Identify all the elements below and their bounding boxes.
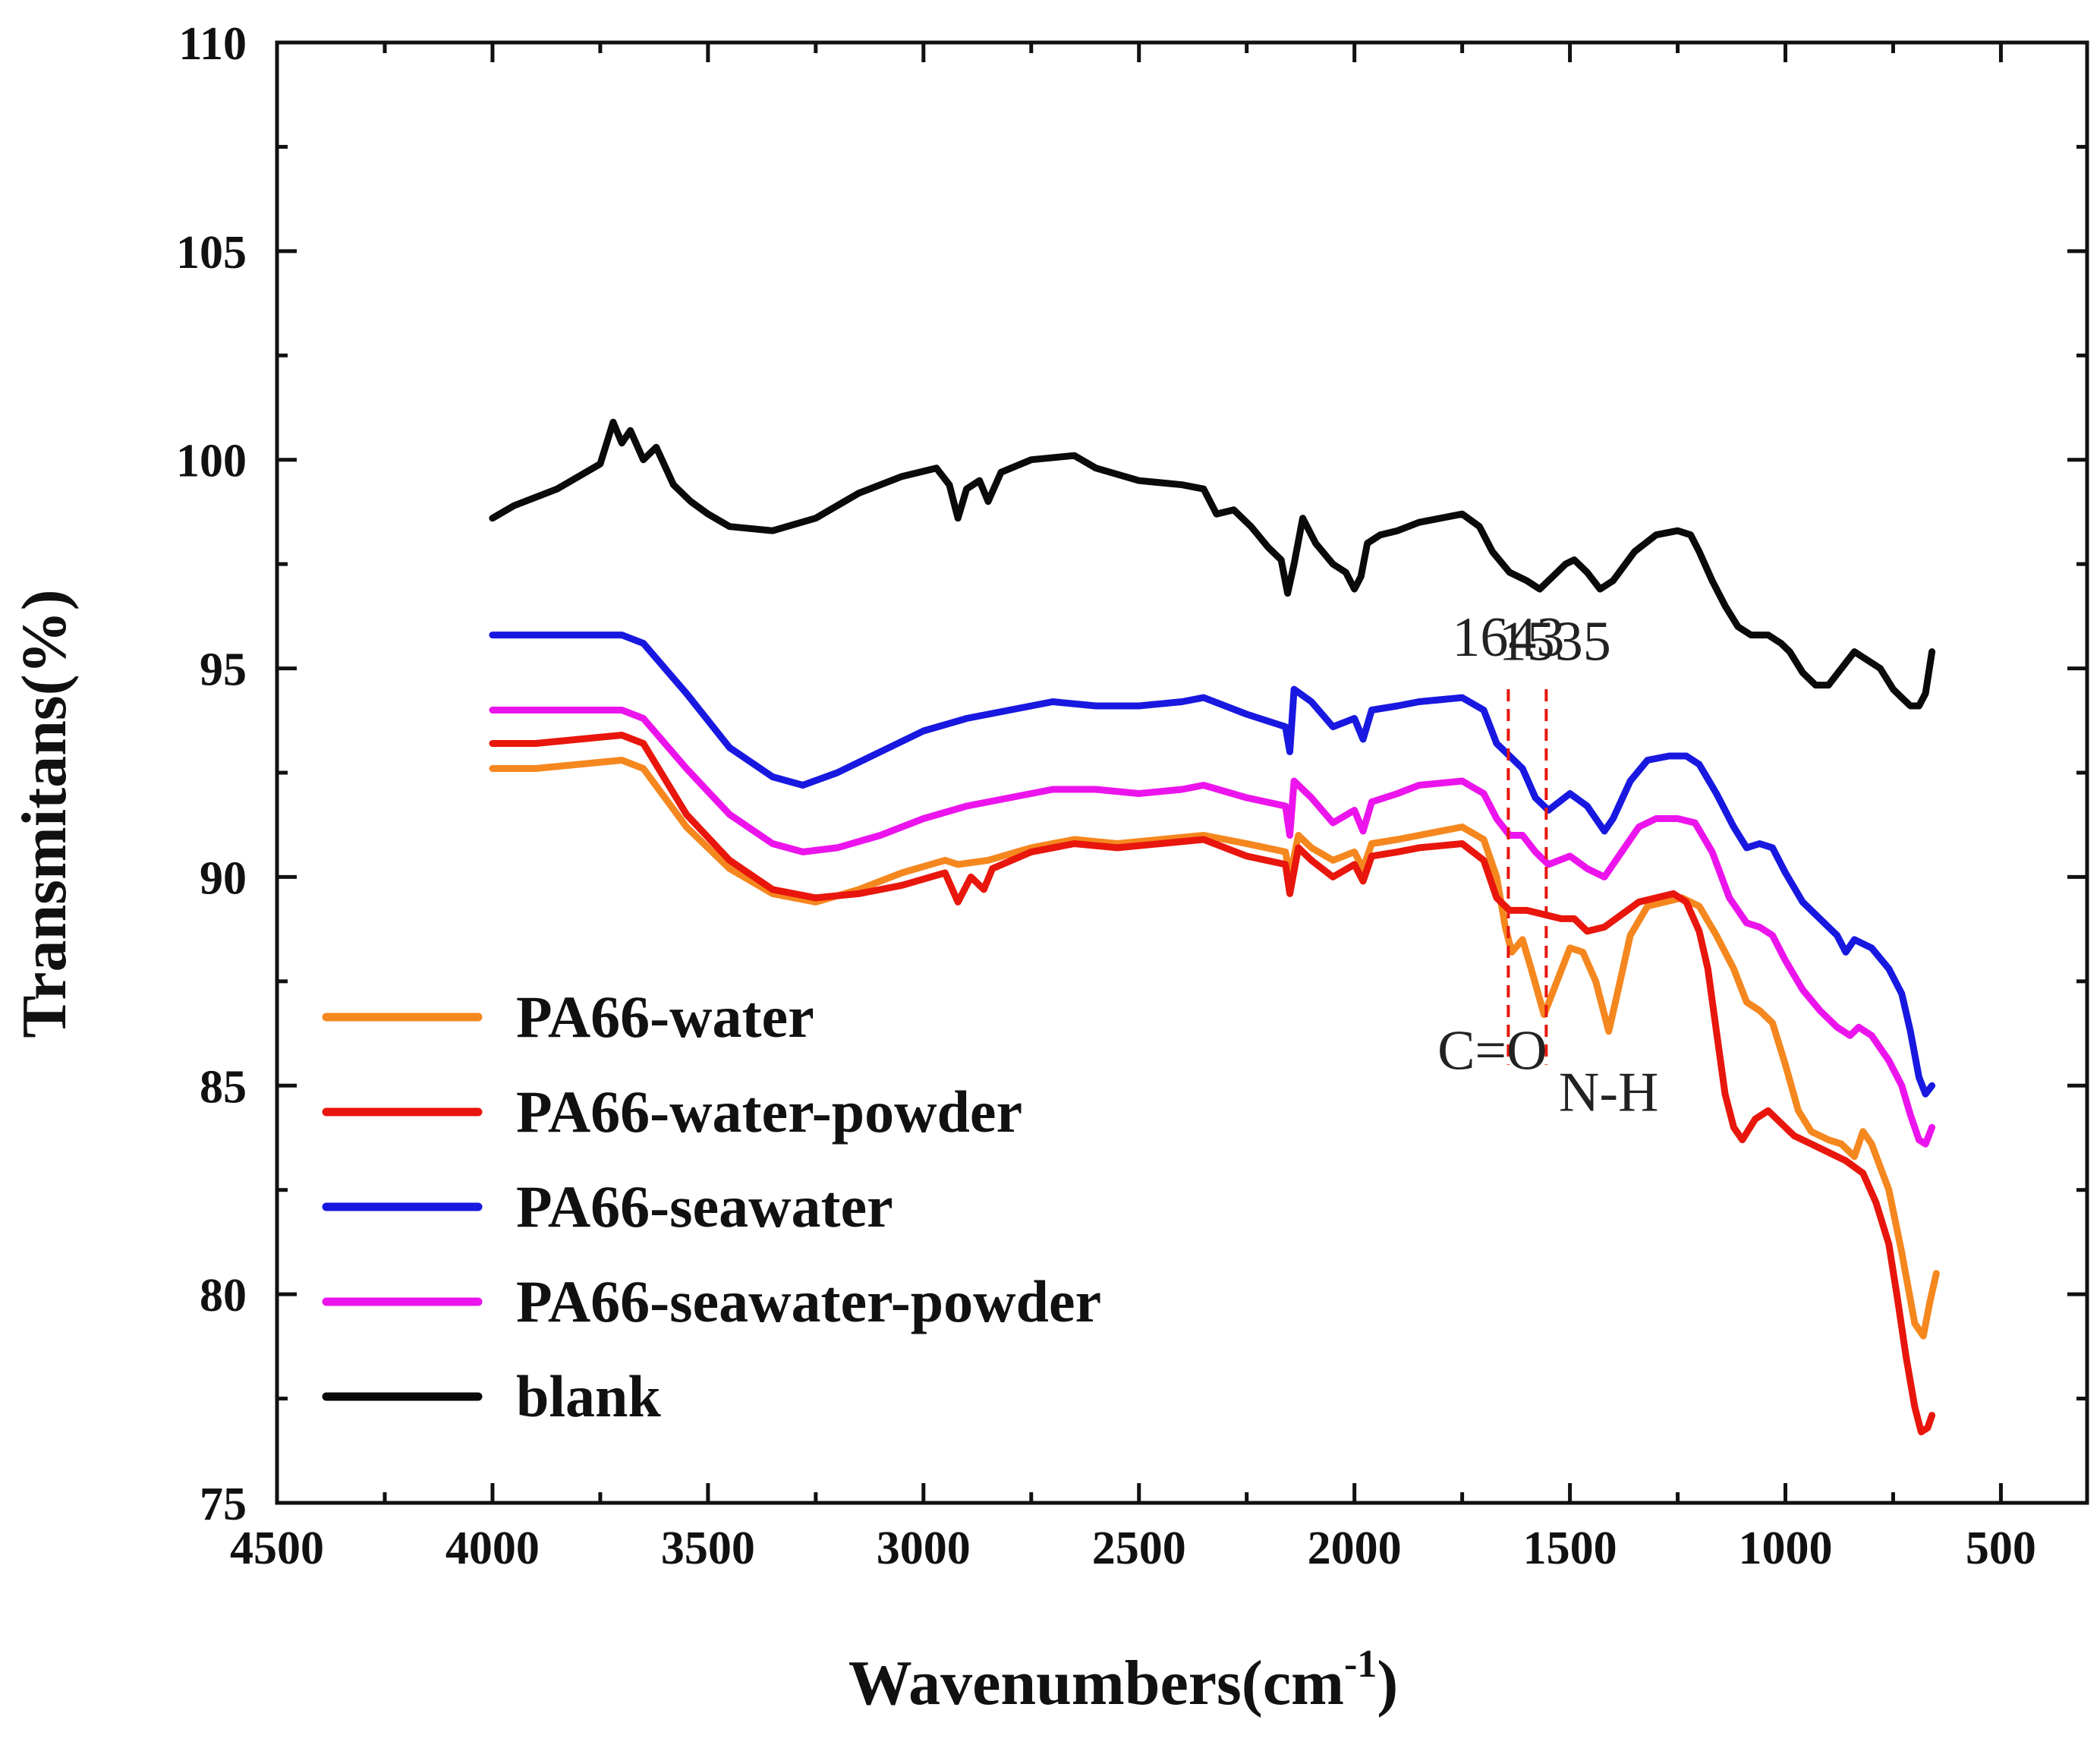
x-tick-label: 1500: [1523, 1523, 1617, 1574]
x-axis-title-tail: ): [1377, 1648, 1398, 1718]
series-line-pa66-seawater-powder: [489, 707, 1936, 1148]
x-tick-label: 3500: [661, 1523, 755, 1574]
x-axis-title-superscript: -1: [1344, 1643, 1377, 1686]
series-line-pa66-water: [489, 757, 1940, 1340]
annotation-c-o: C=O: [1437, 1019, 1547, 1082]
y-tick-label: 75: [200, 1479, 247, 1530]
legend: PA66-water PA66-water-powder PA66-seawater…: [322, 984, 1101, 1429]
legend-label-pa66-seawater-powder: PA66-seawater-powder: [516, 1268, 1101, 1334]
y-tick-label: 80: [200, 1270, 247, 1321]
x-tick-label: 3000: [877, 1523, 971, 1574]
y-tick-label: 90: [200, 852, 247, 904]
legend-label-pa66-water: PA66-water: [516, 984, 814, 1050]
dashed-markers: [1507, 689, 1548, 1065]
series-layer: [489, 418, 1940, 1435]
annotation-n-h: N-H: [1559, 1061, 1659, 1123]
legend-label-pa66-seawater: PA66-seawater: [516, 1173, 893, 1239]
legend-label-pa66-water-powder: PA66-water-powder: [516, 1079, 1022, 1145]
x-tick-label: 500: [1966, 1523, 2036, 1574]
series-line-blank: [489, 418, 1936, 710]
x-axis-title: Wavenumbers(cm-1): [849, 1643, 1399, 1718]
y-tick-label: 100: [176, 436, 247, 487]
series-line-pa66-water-powder: [489, 732, 1936, 1435]
annotation-1535: 1535: [1499, 611, 1611, 673]
y-tick-label: 110: [178, 18, 247, 70]
y-tick-label: 95: [200, 644, 247, 696]
series-line-pa66-seawater: [489, 632, 1936, 1098]
x-axis-title-main: Wavenumbers(cm: [849, 1648, 1344, 1718]
y-tick-label: 85: [200, 1061, 247, 1113]
axes: 4500 4000 3500 3000 2500 2000 1500 1000 500 75 80 8…: [176, 18, 2087, 1574]
legend-label-blank: blank: [516, 1363, 661, 1429]
x-tick-label: 4000: [446, 1523, 540, 1574]
x-tick-label: 1000: [1739, 1523, 1833, 1574]
x-tick-label: 2500: [1092, 1523, 1186, 1574]
annotation-1643: 1643: [1452, 606, 1564, 669]
x-tick-label: 4500: [230, 1523, 324, 1574]
x-tick-label: 2000: [1308, 1523, 1402, 1574]
y-axis-title: Transmitans(%): [9, 589, 80, 1038]
y-tick-label: 105: [176, 227, 247, 279]
